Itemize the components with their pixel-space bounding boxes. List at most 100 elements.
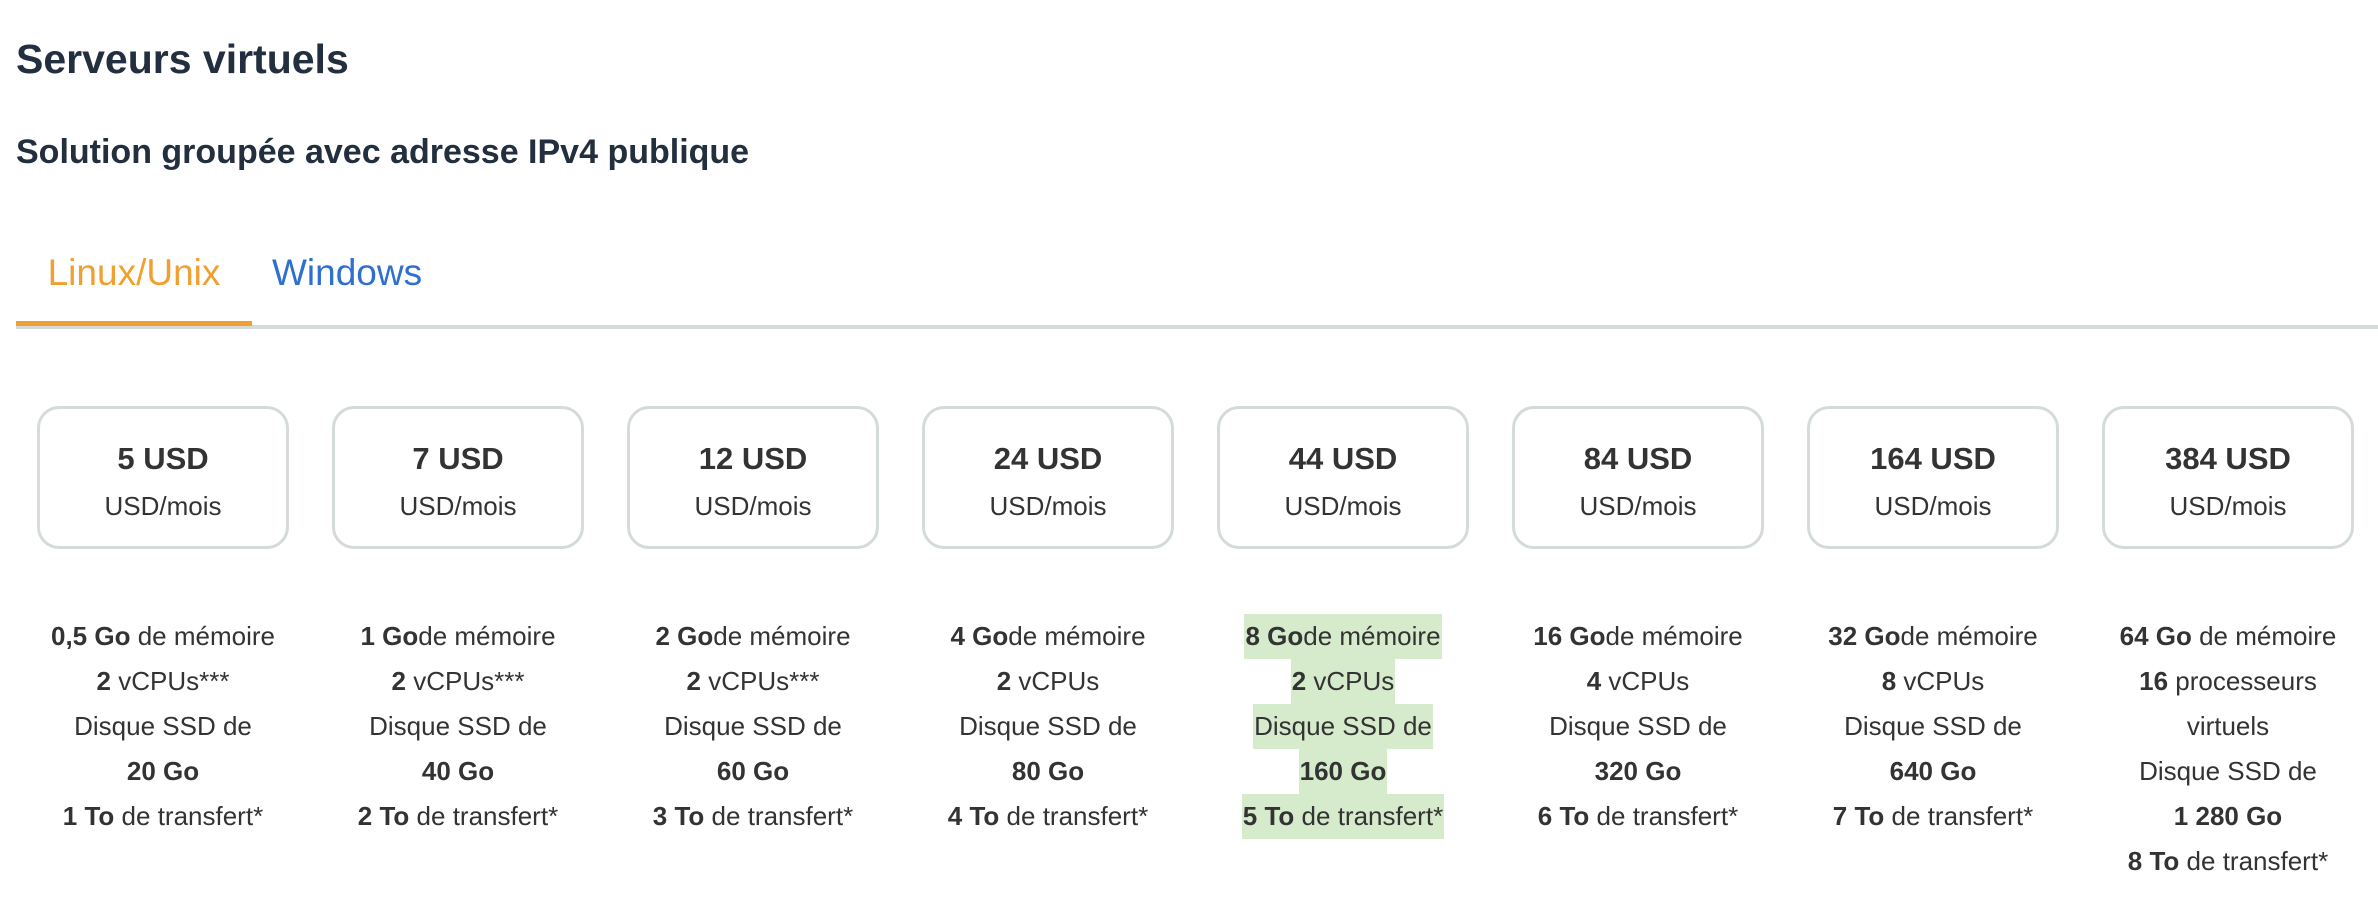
plan-price: 384 USD [2165,441,2291,476]
spec-line: 32 Gode mémoire [1793,614,2073,659]
spec-text: 2 [686,666,701,696]
spec-text: 8 To [2127,846,2180,876]
spec-text: 8 [1881,666,1897,696]
spec-text: 0,5 Go [51,621,131,651]
spec-line: 2 vCPUs [908,659,1188,704]
spec-text: 80 Go [1011,756,1085,786]
spec-text: de transfert* [409,801,559,831]
spec-text: 4 [1586,666,1602,696]
spec-line: 16 Gode mémoire [1498,614,1778,659]
spec-text: 160 Go [1299,756,1387,786]
plan-period: USD/mois [399,491,517,521]
spec-text: de mémoire [1303,621,1441,651]
spec-text: Disque SSD de [74,711,252,741]
os-tabs: Linux/Unix Windows [16,248,2378,329]
plan-price: 7 USD [412,441,504,476]
plan-column: 384 USD USD/mois 64 Go de mémoire 16 proc… [2088,406,2368,884]
spec-line: Disque SSD de [23,704,303,749]
spec-line: 1 Gode mémoire [318,614,598,659]
plan-price: 84 USD [1583,441,1693,476]
plan-price-card[interactable]: 384 USD USD/mois [2102,406,2354,549]
spec-line: 8 Gode mémoire [1203,614,1483,659]
spec-line: 2 vCPUs*** [613,659,893,704]
spec-line: 1 To de transfert* [23,794,303,839]
spec-line: 0,5 Go de mémoire [23,614,303,659]
plan-price-card[interactable]: 44 USD USD/mois [1217,406,1469,549]
plan-price: 12 USD [698,441,808,476]
spec-line: 2 vCPUs*** [318,659,598,704]
spec-text: 2 [996,666,1012,696]
spec-text: 320 Go [1594,756,1682,786]
plan-price-card[interactable]: 164 USD USD/mois [1807,406,2059,549]
spec-text: vCPUs [1306,666,1395,696]
spec-text: de mémoire [1900,621,2038,651]
spec-line: Disque SSD de [908,704,1188,749]
plan-column: 24 USD USD/mois 4 Gode mémoire 2 vCPUs Dis… [908,406,1188,839]
spec-text: vCPUs [1601,666,1690,696]
spec-text: 2 [1291,666,1307,696]
plan-price: 44 USD [1288,441,1398,476]
plan-specs: 32 Gode mémoire 8 vCPUs Disque SSD de 640 G… [1793,614,2073,839]
spec-text: 16 [2139,666,2169,696]
spec-line: 6 To de transfert* [1498,794,1778,839]
plan-price-card[interactable]: 84 USD USD/mois [1512,406,1764,549]
plan-price: 164 USD [1870,441,1996,476]
section-subtitle: Solution groupée avec adresse IPv4 publi… [16,133,750,171]
plan-specs: 1 Gode mémoire 2 vCPUs*** Disque SSD de 40 … [318,614,598,839]
spec-text: vCPUs [1011,666,1100,696]
page-title: Serveurs virtuels [16,36,349,82]
spec-text: 1 280 Go [2173,801,2283,831]
plan-price-card[interactable]: 7 USD USD/mois [332,406,584,549]
spec-text: de mémoire [418,621,556,651]
spec-text: de transfert* [999,801,1149,831]
spec-text: de mémoire [713,621,851,651]
spec-line: Disque SSD de [318,704,598,749]
plan-specs: 8 Gode mémoire 2 vCPUs Disque SSD de 160 Go… [1203,614,1483,839]
spec-text: Disque SSD de [1549,711,1727,741]
spec-text: Disque SSD de [959,711,1137,741]
spec-text: 40 Go [421,756,495,786]
spec-line: 5 To de transfert* [1203,794,1483,839]
spec-text: processeurs [2168,666,2317,696]
spec-line: 20 Go [23,749,303,794]
plan-price: 24 USD [993,441,1103,476]
spec-text: 640 Go [1889,756,1977,786]
spec-text: vCPUs*** [405,666,525,696]
plan-price-card[interactable]: 12 USD USD/mois [627,406,879,549]
spec-text: 2 [96,666,111,696]
spec-text: 1 To [62,801,115,831]
spec-line: 64 Go de mémoire [2088,614,2368,659]
spec-text: 2 To [357,801,410,831]
spec-text: 5 To [1242,801,1295,831]
spec-text: Disque SSD de [2139,756,2317,786]
spec-line: 2 To de transfert* [318,794,598,839]
spec-line: 4 To de transfert* [908,794,1188,839]
spec-line: 8 To de transfert* [2088,839,2368,884]
spec-text: Disque SSD de [369,711,547,741]
plan-specs: 2 Gode mémoire 2 vCPUs*** Disque SSD de 60 … [613,614,893,839]
plan-column: 5 USD USD/mois 0,5 Go de mémoire 2 vCPUs*… [23,406,303,839]
spec-text: 16 Go [1533,621,1606,651]
spec-text: de transfert* [114,801,264,831]
spec-text: vCPUs*** [700,666,820,696]
spec-text: de transfert* [2179,846,2329,876]
spec-line: 640 Go [1793,749,2073,794]
tab-linux-unix[interactable]: Linux/Unix [16,248,252,326]
plan-period: USD/mois [694,491,812,521]
tab-windows[interactable]: Windows [272,252,423,293]
plan-specs: 4 Gode mémoire 2 vCPUs Disque SSD de 80 Go 4… [908,614,1188,839]
spec-text: Disque SSD de [1844,711,2022,741]
plan-price-card[interactable]: 5 USD USD/mois [37,406,289,549]
spec-line: Disque SSD de [1793,704,2073,749]
plan-price-card[interactable]: 24 USD USD/mois [922,406,1174,549]
plan-column: 164 USD USD/mois 32 Gode mémoire 8 vCPUs D… [1793,406,2073,839]
plan-column: 44 USD USD/mois 8 Gode mémoire 2 vCPUs Dis… [1203,406,1483,839]
spec-line: 7 To de transfert* [1793,794,2073,839]
spec-text: de mémoire [1008,621,1146,651]
spec-text: vCPUs*** [110,666,230,696]
spec-text: 4 Go [950,621,1009,651]
spec-text: 1 Go [360,621,419,651]
spec-line: 40 Go [318,749,598,794]
spec-line: Disque SSD de [613,704,893,749]
spec-line: 4 vCPUs [1498,659,1778,704]
